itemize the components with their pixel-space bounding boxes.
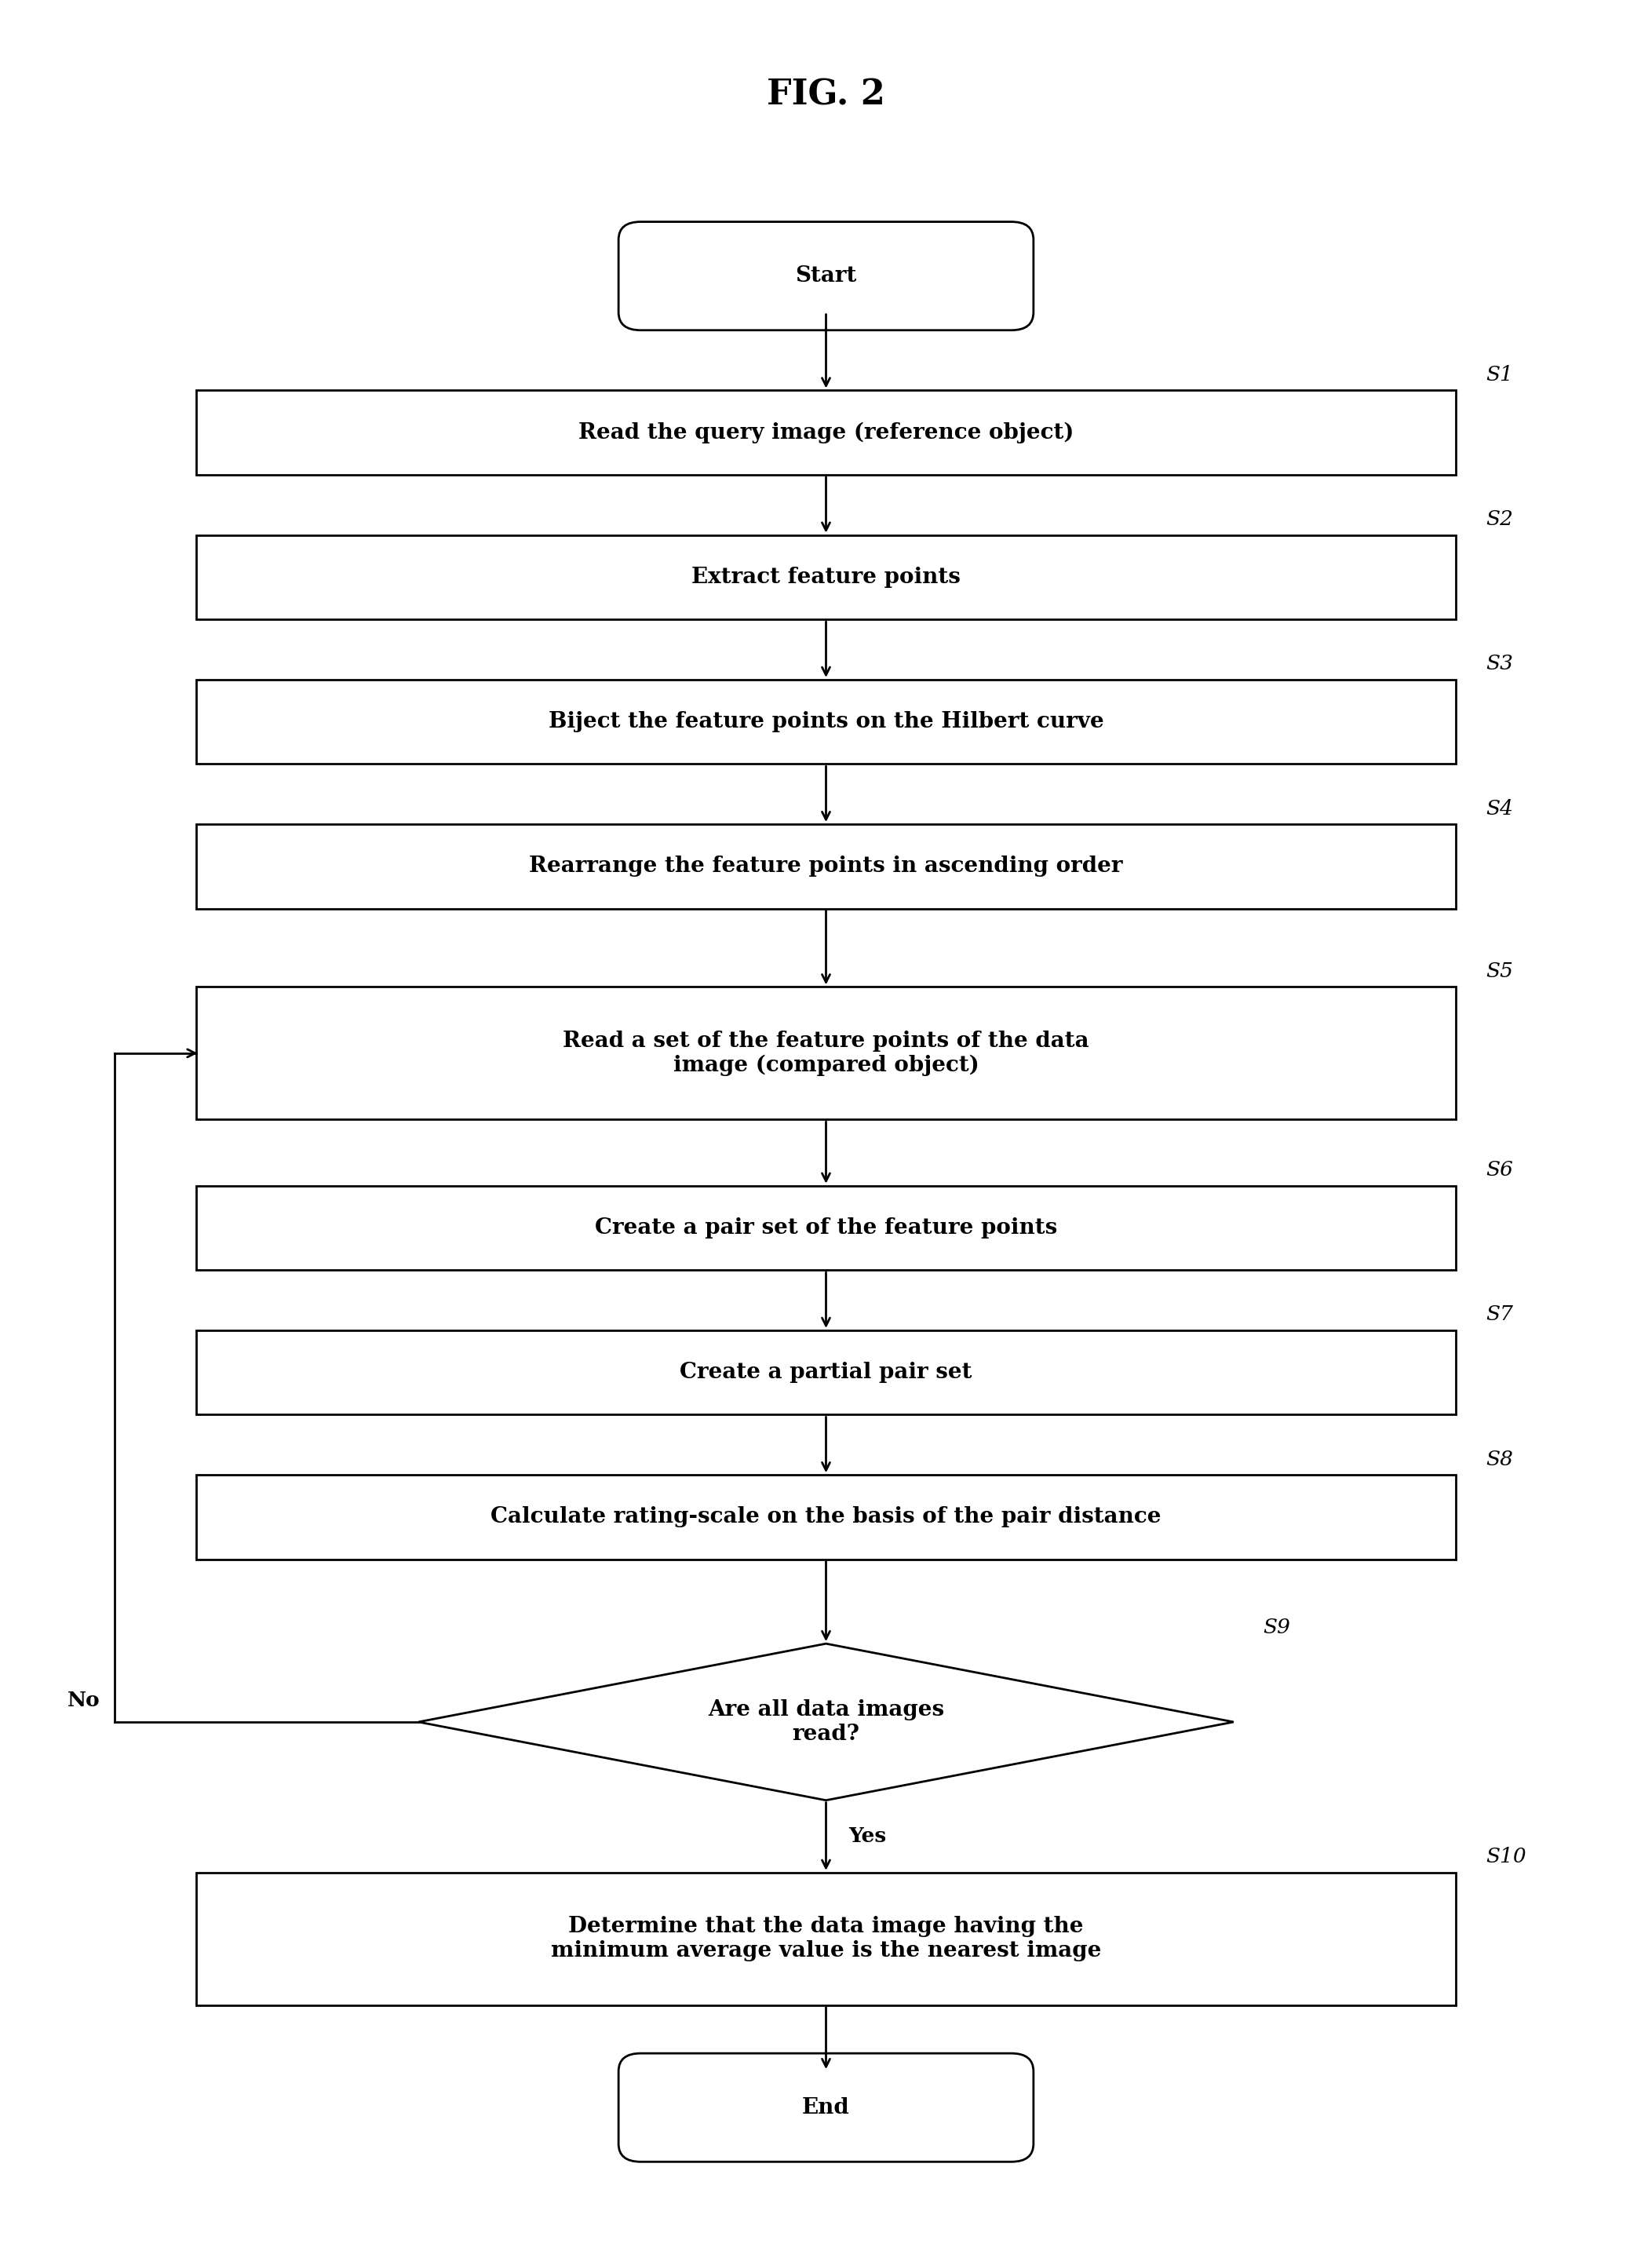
Bar [197,824,1455,909]
Bar [197,1873,1455,2006]
Text: S2: S2 [1485,509,1513,529]
Text: S9: S9 [1264,1618,1290,1639]
Bar [197,1474,1455,1560]
Text: Extract feature points: Extract feature points [692,567,960,588]
Text: Yes: Yes [847,1826,885,1846]
Text: Are all data images
read?: Are all data images read? [707,1700,945,1745]
Bar [197,986,1455,1119]
Text: Determine that the data image having the
minimum average value is the nearest im: Determine that the data image having the… [550,1916,1102,1961]
Text: No: No [68,1691,99,1711]
Text: Read a set of the feature points of the data
image (compared object): Read a set of the feature points of the … [563,1031,1089,1076]
Text: S3: S3 [1485,655,1513,673]
Text: S4: S4 [1485,799,1513,817]
Text: Biject the feature points on the Hilbert curve: Biject the feature points on the Hilbert… [548,711,1104,732]
Text: S6: S6 [1485,1159,1513,1180]
Text: Rearrange the feature points in ascending order: Rearrange the feature points in ascendin… [529,855,1123,878]
Text: S5: S5 [1485,961,1513,981]
Bar [197,389,1455,475]
Text: Create a pair set of the feature points: Create a pair set of the feature points [595,1218,1057,1238]
Text: Calculate rating-scale on the basis of the pair distance: Calculate rating-scale on the basis of t… [491,1506,1161,1528]
Text: Create a partial pair set: Create a partial pair set [681,1362,971,1382]
Polygon shape [418,1643,1234,1801]
FancyBboxPatch shape [618,2053,1034,2161]
Bar [197,680,1455,763]
Bar [197,1186,1455,1270]
Text: S10: S10 [1485,1846,1526,1866]
FancyBboxPatch shape [618,223,1034,331]
Text: Start: Start [795,266,857,286]
Text: S8: S8 [1485,1450,1513,1470]
Bar [197,1330,1455,1414]
Bar [197,536,1455,619]
Text: Read the query image (reference object): Read the query image (reference object) [578,421,1074,443]
Text: FIG. 2: FIG. 2 [767,79,885,113]
Text: S7: S7 [1485,1306,1513,1324]
Text: End: End [803,2098,849,2118]
Text: S1: S1 [1485,365,1513,385]
